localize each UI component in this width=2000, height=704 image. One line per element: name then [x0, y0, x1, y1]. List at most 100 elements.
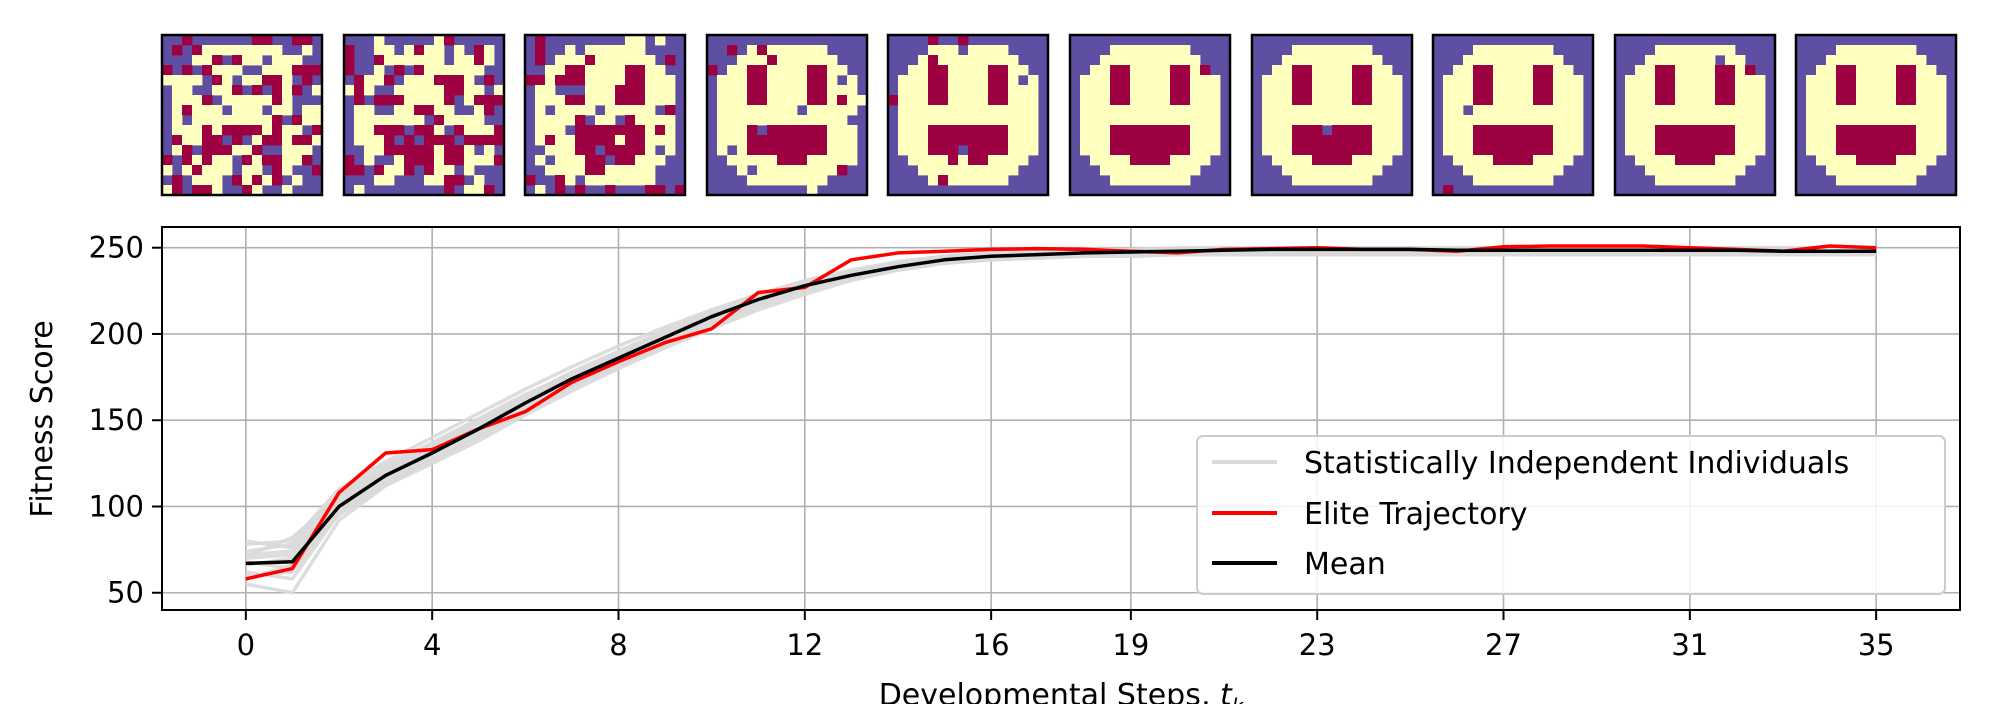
panel-cell — [162, 75, 173, 86]
x-tick-label: 23 — [1299, 628, 1336, 662]
panel-cell — [1483, 125, 1494, 136]
panel-cell — [1332, 145, 1343, 156]
panel-cell — [434, 105, 445, 116]
panel-cell — [1573, 95, 1584, 106]
panel-cell — [1322, 105, 1333, 116]
panel-cell — [625, 145, 636, 156]
panel-cell — [1463, 115, 1474, 126]
panel-cell — [1755, 95, 1766, 106]
panel-cell — [1685, 165, 1696, 176]
panel-cell — [565, 135, 576, 146]
panel-cell — [1675, 55, 1686, 66]
panel-cell — [737, 105, 748, 116]
panel-cell — [364, 145, 375, 156]
panel-cell — [807, 105, 818, 116]
panel-cell — [767, 145, 778, 156]
panel-cell — [948, 105, 959, 116]
panel-cell — [474, 95, 485, 106]
panel-cell — [1272, 95, 1283, 106]
panel-cell — [1573, 85, 1584, 96]
panel-cell — [1665, 155, 1676, 166]
panel-cell — [1665, 125, 1676, 136]
panel-cell — [1372, 55, 1383, 66]
panel-cell — [777, 125, 788, 136]
panel-cell — [1846, 65, 1857, 76]
panel-cell — [595, 135, 606, 146]
panel-cell — [1262, 95, 1273, 106]
x-tick-label: 0 — [237, 628, 255, 662]
panel-cell — [717, 125, 728, 136]
panel-cell — [1120, 75, 1131, 86]
panel-cell — [898, 95, 909, 106]
panel-cell — [1008, 135, 1019, 146]
panel-cell — [545, 145, 556, 156]
panel-cell — [1553, 65, 1564, 76]
panel-cell — [958, 155, 969, 166]
panel-cell — [827, 65, 838, 76]
panel-cell — [625, 155, 636, 166]
panel-cell — [797, 65, 808, 76]
panel-cell — [414, 55, 425, 66]
panel-cell — [272, 75, 283, 86]
panel-cell — [202, 125, 213, 136]
panel-cell — [737, 135, 748, 146]
panel-cell — [1090, 85, 1101, 96]
panel-cell — [1302, 165, 1313, 176]
panel-cell — [1473, 75, 1484, 86]
panel-cell — [645, 85, 656, 96]
panel-cell — [1926, 75, 1937, 86]
panel-cell — [1473, 165, 1484, 176]
panel-cell — [1028, 125, 1039, 136]
panel-cell — [454, 45, 465, 56]
panel-cell — [817, 175, 828, 186]
panel-cell — [1150, 85, 1161, 96]
panel-cell — [555, 125, 566, 136]
panel-cell — [665, 145, 676, 156]
panel-cell — [1695, 135, 1706, 146]
panel-cell — [1675, 85, 1686, 96]
panel-cell — [494, 85, 505, 96]
panel-cell — [1826, 125, 1837, 136]
panel-cell — [1332, 95, 1343, 106]
panel-cell — [1190, 155, 1201, 166]
panel-cell — [1836, 105, 1847, 116]
panel-cell — [394, 65, 405, 76]
panel-cell — [1523, 105, 1534, 116]
panel-cell — [545, 165, 556, 176]
panel-cell — [1635, 85, 1646, 96]
panel-cell — [232, 85, 243, 96]
panel-cell — [444, 85, 455, 96]
panel-cell — [1473, 85, 1484, 96]
panel-cell — [928, 85, 939, 96]
panel-cell — [1282, 55, 1293, 66]
panel-cell — [1483, 65, 1494, 76]
panel-cell — [958, 35, 969, 46]
panel-cell — [1302, 65, 1313, 76]
panel-cell — [1292, 65, 1303, 76]
panel-cell — [1170, 165, 1181, 176]
panel-cell — [1695, 105, 1706, 116]
panel-cell — [1180, 125, 1191, 136]
panel-frame — [886, 33, 1050, 197]
panel-cell — [302, 75, 313, 86]
panel-cell — [888, 95, 899, 106]
panel-cell — [1856, 75, 1867, 86]
panel-cell — [1342, 105, 1353, 116]
panel-cell — [1130, 165, 1141, 176]
panel-cell — [1635, 135, 1646, 146]
panel-cell — [302, 115, 313, 126]
panel-cell — [1725, 45, 1736, 56]
panel-cell — [998, 155, 1009, 166]
panel-cell — [847, 155, 858, 166]
panel-cell — [928, 145, 939, 156]
panel-cell — [938, 55, 949, 66]
panel-cell — [1110, 125, 1121, 136]
panel-cell — [978, 115, 989, 126]
panel-cell — [414, 85, 425, 96]
panel-cell — [292, 135, 303, 146]
y-tick-label: 100 — [89, 489, 144, 523]
panel-cell — [1926, 135, 1937, 146]
panel-cell — [1312, 175, 1323, 186]
panel-cell — [374, 175, 385, 186]
panel-cell — [615, 155, 626, 166]
